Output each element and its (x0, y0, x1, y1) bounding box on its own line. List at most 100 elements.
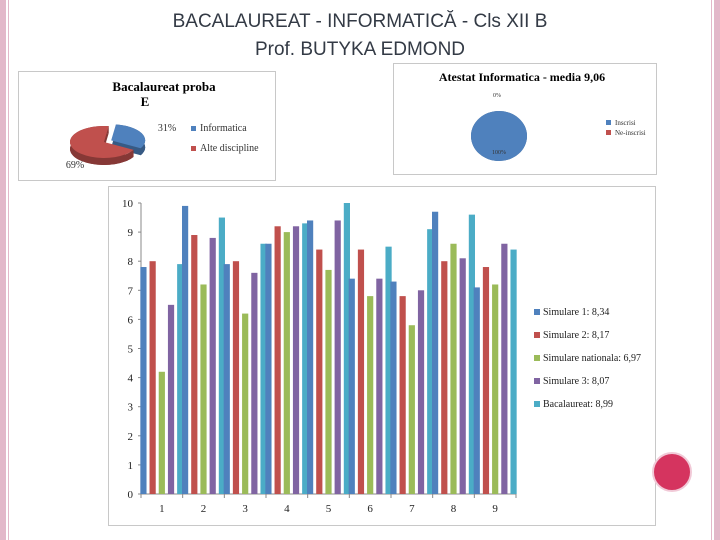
decorative-circle (652, 452, 692, 492)
bar-s1-c4 (265, 243, 272, 494)
legend-swatch-0 (191, 126, 196, 131)
bar-s5-c9 (510, 249, 517, 494)
legend-entry-0: Inscrisi (615, 119, 636, 127)
bar-s4-c2 (209, 237, 216, 495)
y-tick-label-7: 7 (128, 285, 134, 297)
pie-chart-atestat-panel: Atestat Informatica - media 9,06 100% 0% I… (393, 63, 657, 175)
bar-s4-c4 (292, 226, 300, 494)
bar-s3-c5 (325, 269, 332, 494)
bar-s1-c8 (432, 211, 439, 495)
bar-s1-c5 (307, 220, 314, 494)
bar-s3-c3 (242, 313, 249, 494)
slide-title-line2: Prof. BUTYKA EDMOND (254, 39, 466, 60)
pie1-title-line1: Bacalaureat proba (112, 79, 216, 94)
bar-s2-c3 (232, 261, 240, 494)
x-tick-label-7: 8 (451, 503, 457, 515)
bar-s5-c2 (218, 217, 225, 495)
bar-legend-entry-3: Simulare 3: 8,07 (543, 376, 609, 387)
y-tick-label-0: 0 (128, 489, 134, 501)
bar-s4-c9 (501, 243, 508, 494)
slide-frame-right-line (711, 0, 712, 540)
y-tick-label-8: 8 (128, 256, 134, 268)
pie-value-label-1: 0% (493, 93, 501, 99)
slide-frame-left (0, 0, 6, 540)
pie-value-label-1: 69% (66, 160, 84, 171)
y-tick-label-4: 4 (128, 373, 134, 385)
bar-s1-c1 (140, 267, 147, 494)
bar-legend-swatch-4 (534, 401, 540, 407)
x-tick-label-8: 9 (492, 503, 498, 515)
x-tick-label-3: 4 (284, 503, 290, 515)
bar-s2-c9 (482, 267, 490, 494)
bar-s3-c7 (408, 325, 415, 494)
x-tick-label-4: 5 (326, 503, 332, 515)
bar-s2-c6 (357, 249, 365, 494)
y-tick-label-5: 5 (128, 344, 134, 356)
legend-swatch-0 (606, 120, 611, 125)
x-tick-label-1: 2 (201, 503, 207, 515)
y-tick-label-2: 2 (128, 431, 134, 443)
pie-slice-0 (111, 124, 146, 149)
y-tick-label-3: 3 (128, 402, 134, 414)
pie-chart-atestat: Atestat Informatica - media 9,06 100% 0% I… (439, 70, 646, 161)
bar-s2-c8 (441, 261, 448, 494)
legend-swatch-1 (191, 146, 196, 151)
bar-s4-c7 (417, 290, 425, 494)
bar-s3-c9 (492, 284, 499, 494)
y-tick-label-9: 9 (128, 227, 134, 239)
bar-s4-c3 (251, 272, 258, 494)
bar-s4-c1 (167, 304, 175, 494)
bar-s2-c7 (399, 296, 406, 494)
pie1-title-line2: E (141, 94, 150, 109)
legend-entry-1: Alte discipline (200, 143, 259, 154)
bar-s1-c6 (348, 278, 355, 494)
pie2-title: Atestat Informatica - media 9,06 (439, 70, 605, 84)
pie-slice-1 (69, 126, 134, 158)
bar-s5-c1 (177, 264, 184, 494)
slide-frame-right (714, 0, 720, 540)
bar-legend-swatch-2 (534, 355, 540, 361)
legend-swatch-1 (606, 130, 611, 135)
bar-s5-c7 (427, 229, 434, 494)
y-tick-label-10: 10 (122, 198, 134, 210)
bar-s3-c6 (367, 296, 374, 494)
bar-s5-c5 (343, 203, 350, 494)
pie-chart-bacalaureat: Bacalaureat proba E 31% 69% Informatica Alt… (66, 79, 259, 171)
bar-s3-c2 (200, 284, 207, 494)
bar-s3-c4 (283, 232, 290, 494)
slide-title-line1: BACALAUREAT - INFORMATICĂ - Cls XII B (172, 11, 548, 32)
bar-s5-c3 (260, 243, 267, 494)
bar-s5-c6 (385, 246, 392, 494)
bar-legend-entry-0: Simulare 1: 8,34 (543, 307, 609, 318)
bar-s3-c8 (450, 243, 457, 494)
pie-value-label-0: 100% (492, 150, 506, 156)
bar-s2-c4 (274, 226, 281, 494)
pie-value-label-0: 31% (158, 123, 176, 134)
x-tick-label-2: 3 (242, 503, 248, 515)
pie-slice-0 (471, 111, 527, 161)
bar-legend-entry-1: Simulare 2: 8,17 (543, 330, 609, 341)
bar-s1-c7 (390, 281, 397, 494)
pie-chart-bacalaureat-panel: Bacalaureat proba E 31% 69% Informatica Alt… (18, 71, 276, 181)
bar-s2-c1 (149, 261, 156, 494)
legend-entry-1: Ne-inscrisi (615, 129, 646, 137)
x-tick-label-5: 6 (367, 503, 373, 515)
bar-legend-swatch-0 (534, 309, 540, 315)
bar-s1-c9 (473, 287, 480, 494)
x-tick-label-6: 7 (409, 503, 415, 515)
bar-legend-swatch-1 (534, 332, 540, 338)
bar-legend-entry-2: Simulare nationala: 6,97 (543, 353, 641, 364)
bar-chart-panel: 0 1 2 3 4 5 6 7 8 9 10 1 2 3 4 5 6 7 8 9 Simulare 1: 8,34 Sim… (108, 186, 656, 526)
slide-frame-left-line (8, 0, 9, 540)
bar-chart-simulari: 0 1 2 3 4 5 6 7 8 9 10 1 2 3 4 5 6 7 8 9 Simulare 1: 8,34 Sim… (122, 198, 641, 515)
bar-legend-entry-4: Bacalaureat: 8,99 (543, 399, 613, 410)
x-tick-label-0: 1 (159, 503, 165, 515)
slide-title: BACALAUREAT - INFORMATICĂ - Cls XII B Pr… (60, 8, 660, 64)
bar-s2-c2 (191, 235, 198, 494)
bar-s5-c8 (468, 214, 475, 494)
bar-legend-swatch-3 (534, 378, 540, 384)
bar-s2-c5 (316, 249, 323, 494)
y-tick-label-1: 1 (128, 460, 134, 472)
legend-entry-0: Informatica (200, 123, 247, 134)
bar-s4-c6 (376, 278, 383, 494)
